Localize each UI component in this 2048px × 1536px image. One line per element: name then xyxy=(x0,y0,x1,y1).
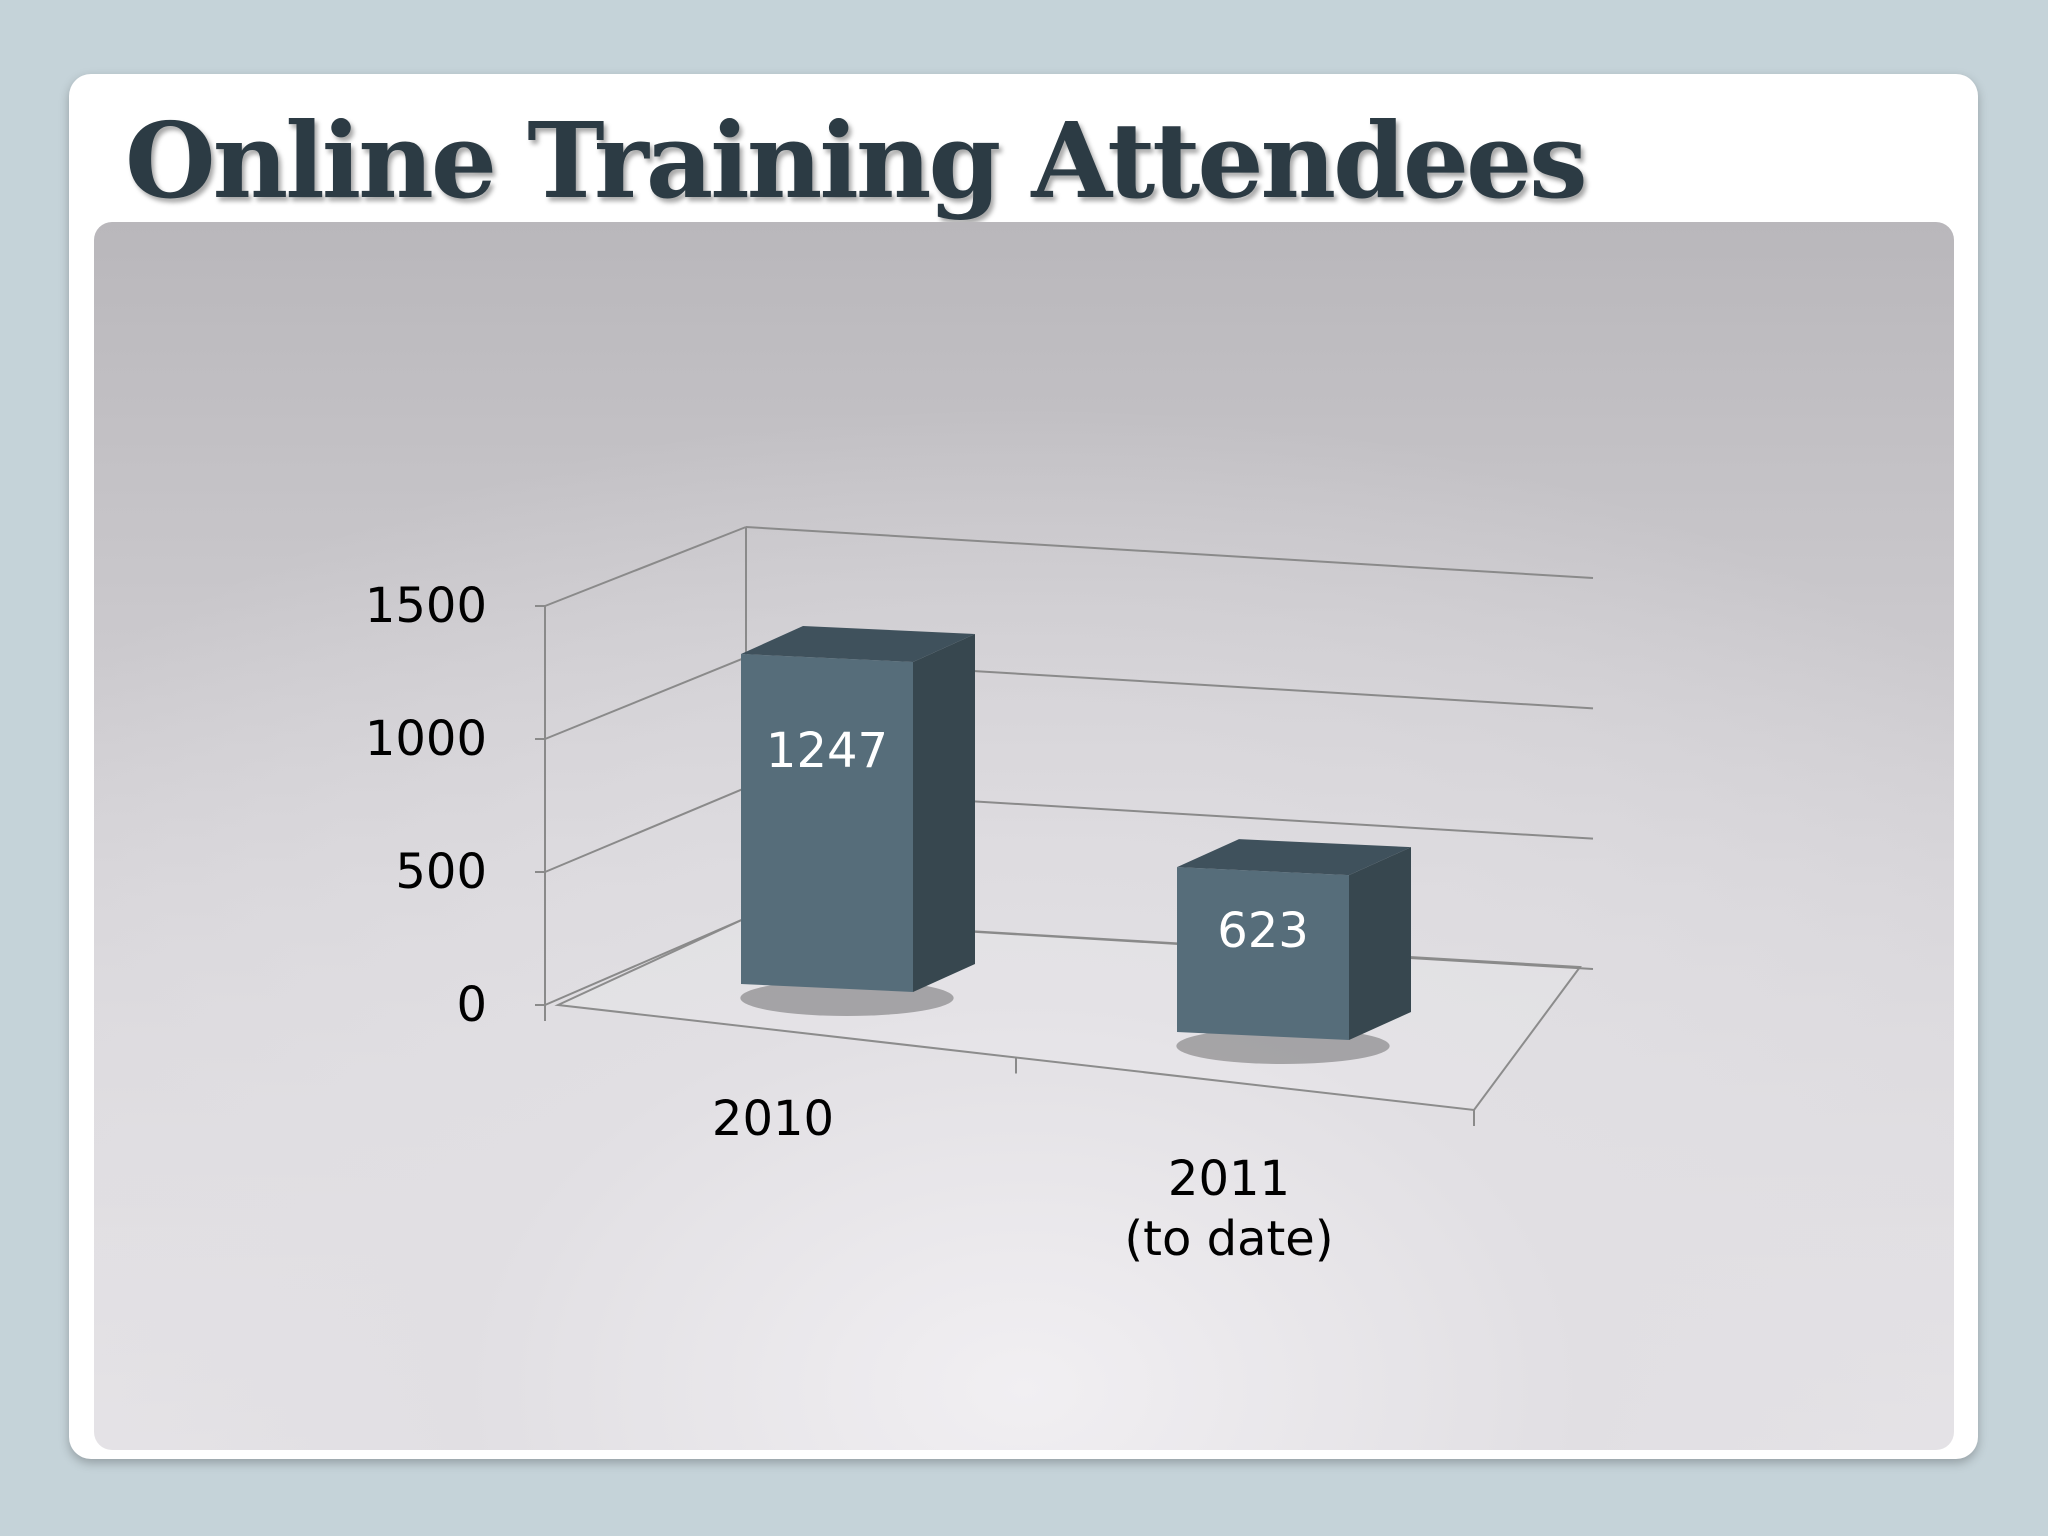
gridline-side xyxy=(544,786,747,873)
data-label: 1247 xyxy=(766,723,888,779)
y-tick-label: 1500 xyxy=(365,578,487,634)
bar-side xyxy=(1349,847,1411,1040)
gridline-side xyxy=(544,656,747,740)
y-tick-label: 1000 xyxy=(365,711,487,767)
y-tick-label: 0 xyxy=(456,977,487,1033)
y-tick-label: 500 xyxy=(395,844,487,900)
bar-top xyxy=(741,626,975,662)
chart-floor xyxy=(554,916,1582,1112)
gridline-side xyxy=(544,917,747,1006)
gridline-side xyxy=(544,526,747,607)
bar-side xyxy=(913,634,975,992)
gridline-back xyxy=(745,526,1594,579)
chart-panel xyxy=(94,222,1954,1450)
x-category-label: 2010 xyxy=(712,1091,834,1147)
x-category-label: 2011 (to date) xyxy=(1124,1151,1333,1267)
bar-front xyxy=(741,654,913,992)
data-label: 623 xyxy=(1217,903,1309,959)
slide-title: Online Training Attendees xyxy=(125,99,1588,222)
bar-front xyxy=(1177,867,1349,1040)
bar-top xyxy=(1177,839,1411,876)
